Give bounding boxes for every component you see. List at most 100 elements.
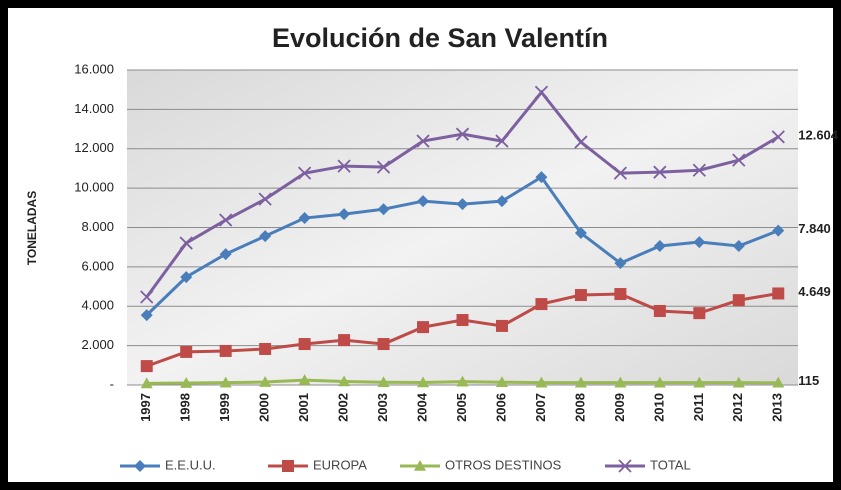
legend-marker bbox=[414, 460, 426, 471]
y-tick-label: 6.000 bbox=[81, 258, 114, 273]
data-point bbox=[338, 375, 351, 387]
data-point bbox=[534, 85, 549, 99]
x-tick-label: 2004 bbox=[414, 392, 429, 422]
data-point bbox=[535, 298, 548, 311]
data-point bbox=[140, 377, 153, 389]
value-label: 12.604 bbox=[798, 127, 839, 142]
data-point bbox=[455, 127, 470, 141]
data-point bbox=[219, 248, 232, 261]
data-point bbox=[693, 236, 706, 249]
y-tick-label: 12.000 bbox=[74, 140, 114, 155]
data-point bbox=[417, 321, 430, 334]
data-point bbox=[456, 314, 469, 327]
data-point bbox=[140, 360, 153, 373]
data-point bbox=[180, 377, 193, 388]
legend-marker bbox=[134, 460, 146, 472]
y-tick-label: - bbox=[110, 376, 114, 391]
x-tick-label: 2012 bbox=[730, 393, 745, 422]
data-point bbox=[574, 376, 587, 388]
data-point bbox=[297, 166, 312, 180]
data-point bbox=[614, 376, 627, 388]
data-point bbox=[614, 288, 627, 301]
x-tick-label: 2009 bbox=[612, 393, 627, 422]
data-point bbox=[456, 375, 469, 387]
x-tick-label: 1999 bbox=[217, 393, 232, 422]
data-point bbox=[417, 195, 430, 208]
data-point bbox=[258, 192, 272, 206]
data-point bbox=[574, 227, 587, 240]
data-point bbox=[219, 376, 232, 388]
data-point bbox=[693, 376, 706, 388]
data-point bbox=[219, 213, 233, 227]
legend-marker bbox=[282, 460, 294, 472]
x-tick-label: 2005 bbox=[454, 393, 469, 422]
data-point bbox=[417, 376, 430, 388]
data-point bbox=[377, 376, 390, 388]
data-point bbox=[259, 230, 272, 243]
data-point bbox=[613, 166, 628, 180]
data-point bbox=[574, 135, 588, 149]
data-point bbox=[140, 290, 154, 304]
value-label: 7.840 bbox=[798, 221, 831, 236]
x-tick-label: 2008 bbox=[572, 393, 587, 422]
data-point bbox=[732, 153, 746, 167]
x-tick-label: 2003 bbox=[375, 393, 390, 422]
data-point bbox=[259, 376, 272, 387]
x-tick-label: 2007 bbox=[533, 393, 548, 422]
data-point bbox=[653, 165, 667, 179]
data-point bbox=[495, 134, 509, 148]
value-label: 115 bbox=[798, 373, 819, 388]
data-point bbox=[338, 208, 351, 221]
legend-label: E.E.U.U. bbox=[165, 457, 216, 472]
data-point bbox=[653, 376, 666, 388]
data-point bbox=[140, 309, 153, 322]
data-point bbox=[614, 257, 627, 270]
x-tick-label: 2013 bbox=[770, 393, 785, 422]
y-tick-label: 2.000 bbox=[81, 337, 114, 352]
y-tick-label: 4.000 bbox=[81, 298, 114, 313]
data-point bbox=[180, 271, 193, 284]
data-point bbox=[298, 212, 311, 225]
y-tick-label: 16.000 bbox=[74, 61, 114, 76]
data-point bbox=[772, 376, 785, 388]
data-point bbox=[179, 236, 193, 250]
data-point bbox=[535, 171, 548, 184]
data-point bbox=[692, 163, 706, 177]
legend-label: EUROPA bbox=[313, 457, 367, 472]
data-point bbox=[495, 376, 508, 388]
data-point bbox=[377, 338, 390, 351]
data-point bbox=[219, 344, 232, 357]
x-tick-label: 1997 bbox=[138, 393, 153, 422]
data-point bbox=[180, 345, 193, 358]
legend-marker bbox=[618, 459, 632, 473]
data-point bbox=[338, 334, 351, 347]
data-point bbox=[732, 294, 745, 307]
data-point bbox=[772, 224, 785, 237]
y-tick-label: 8.000 bbox=[81, 219, 114, 234]
x-tick-label: 2006 bbox=[493, 393, 508, 422]
legend-label: TOTAL bbox=[650, 457, 691, 472]
data-point bbox=[771, 130, 785, 144]
data-point bbox=[495, 195, 508, 208]
data-point bbox=[495, 319, 508, 332]
x-tick-label: 2000 bbox=[257, 393, 272, 422]
x-tick-label: 2011 bbox=[691, 393, 706, 421]
data-point bbox=[298, 374, 311, 385]
data-point bbox=[693, 307, 706, 320]
x-tick-label: 1998 bbox=[178, 393, 193, 422]
data-point bbox=[653, 240, 666, 253]
data-point bbox=[653, 304, 666, 317]
y-tick-label: 10.000 bbox=[74, 180, 114, 195]
data-point bbox=[298, 338, 311, 351]
data-point bbox=[574, 289, 587, 302]
data-point bbox=[732, 376, 745, 388]
data-point bbox=[416, 134, 430, 148]
data-point bbox=[732, 240, 745, 253]
x-tick-label: 2002 bbox=[336, 393, 351, 422]
y-axis-title: TONELADAS bbox=[25, 191, 39, 265]
data-point bbox=[772, 287, 785, 300]
chart-title: Evolución de San Valentín bbox=[272, 23, 608, 53]
data-point bbox=[337, 159, 351, 173]
